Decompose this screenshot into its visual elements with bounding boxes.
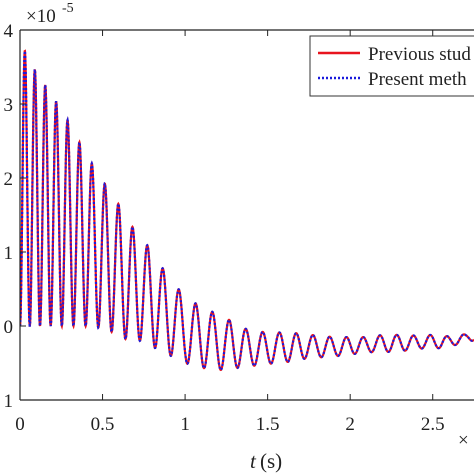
- x-tick-label: 0.5: [91, 414, 115, 435]
- y-axis-multiplier: ×10 -5: [26, 1, 74, 27]
- legend-label-present: Present meth: [368, 69, 467, 90]
- x-axis-label-unit: (s): [260, 449, 282, 473]
- x-tick-label: 1: [180, 414, 190, 435]
- x-axis-label-italic: t: [250, 449, 257, 473]
- legend: Previous stud Present meth: [309, 35, 474, 97]
- x-tick-label: 2.5: [421, 414, 445, 435]
- x-axis-label: t (s): [250, 449, 282, 473]
- y-multiplier-base: ×10: [26, 6, 56, 27]
- y-tick-label: 1: [4, 243, 14, 264]
- x-tick-label: 2: [345, 414, 355, 435]
- y-tick-label: 2: [4, 169, 14, 190]
- y-multiplier-exponent: -5: [62, 1, 74, 16]
- x-tick-label: 1.5: [256, 414, 280, 435]
- y-tick-label: 0: [4, 317, 14, 338]
- x-tick-label: 0: [15, 414, 25, 435]
- legend-label-previous: Previous stud: [368, 44, 471, 65]
- legend-box: [309, 35, 474, 97]
- y-tick-label: 1: [4, 391, 14, 412]
- x-multiplier-symbol: ×: [458, 430, 469, 451]
- y-tick-label: 4: [4, 21, 14, 42]
- y-tick-label: 3: [4, 95, 14, 116]
- series-line-present-method: [20, 49, 474, 372]
